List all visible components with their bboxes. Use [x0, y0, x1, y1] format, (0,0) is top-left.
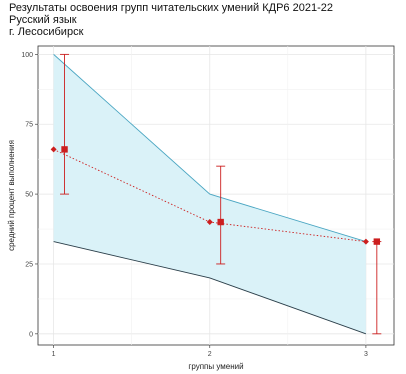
x-tick-label: 3 [364, 351, 368, 358]
y-axis-title: средний процент выполнения [7, 140, 16, 251]
y-tick-label: 75 [25, 122, 33, 129]
chart-subtitle-subject: Русский язык [9, 14, 77, 26]
y-tick-label: 50 [25, 192, 33, 199]
point-square [217, 218, 224, 226]
x-tick-label: 1 [52, 351, 56, 358]
point-square [373, 238, 381, 245]
band-lower-line [53, 241, 367, 335]
x-tick-label: 2 [208, 351, 212, 358]
band-upper-line [53, 54, 367, 243]
y-tick-label: 100 [21, 52, 33, 59]
chart-subtitle-city: г. Лесосибирск [9, 26, 84, 38]
point-square [61, 146, 68, 153]
point-diamond [50, 146, 57, 153]
x-axis-title: группы умений [188, 362, 243, 371]
point-diamond [362, 238, 369, 245]
y-tick-label: 0 [29, 331, 33, 338]
chart-title-block: Результаты освоения групп читательских у… [9, 2, 333, 38]
point-diamond [206, 219, 213, 226]
y-tick-label: 25 [25, 261, 33, 268]
chart-title: Результаты освоения групп читательских у… [9, 2, 333, 14]
